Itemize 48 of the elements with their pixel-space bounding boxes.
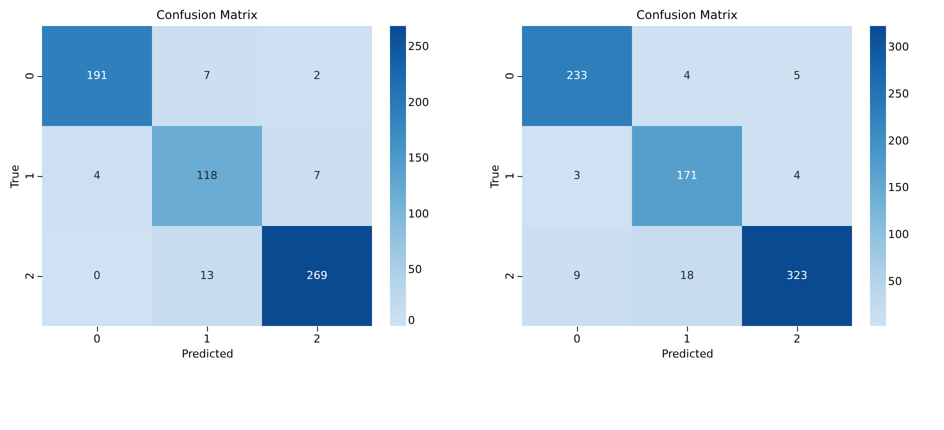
y-tick-label: 0: [24, 72, 36, 80]
x-axis-title: Predicted: [662, 348, 714, 360]
data-label: 171: [676, 169, 698, 182]
data-label: 13: [200, 269, 214, 282]
y-axis-title: True: [8, 164, 22, 190]
data-label: 0: [94, 269, 100, 282]
data-label: 323: [786, 269, 808, 282]
y-axis-title: True: [488, 164, 502, 190]
data-label: 4: [794, 169, 800, 182]
color-bar-label: 200: [408, 96, 429, 109]
data-label: 118: [196, 169, 218, 182]
color-bar-label: 250: [408, 40, 429, 54]
color-bar-label: 50: [888, 274, 902, 288]
color-bar-label: 100: [888, 228, 909, 242]
data-label: 4: [684, 69, 690, 82]
y-tick-label: 2: [24, 272, 36, 280]
data-label: 7: [314, 169, 320, 182]
chart-title: Confusion Matrix: [156, 8, 258, 22]
x-axis-title: Predicted: [182, 348, 234, 360]
data-label: 269: [306, 269, 328, 282]
x-tick-label: 2: [314, 332, 320, 346]
color-bar-label: 50: [408, 263, 422, 276]
y-tick-label: 2: [504, 272, 516, 280]
data-label: 7: [204, 69, 210, 82]
data-label: 3: [574, 169, 580, 182]
color-bar-label: 100: [408, 207, 429, 220]
y-tick-label: 1: [24, 172, 36, 180]
color-bar-label: 150: [408, 152, 429, 165]
x-tick-label: 0: [574, 332, 580, 346]
color-bar-label: 0: [408, 314, 415, 327]
data-label: 191: [86, 69, 108, 82]
data-label: 2: [314, 69, 320, 82]
data-label: 233: [566, 69, 588, 82]
x-tick-label: 1: [684, 332, 690, 346]
data-label: 4: [94, 169, 100, 182]
color-bar-label: 150: [888, 181, 909, 194]
y-tick-label: 1: [504, 172, 516, 180]
data-label: 9: [574, 269, 580, 282]
data-label: 5: [794, 69, 800, 82]
chart-title: Confusion Matrix: [636, 8, 738, 22]
color-bar-label: 300: [888, 40, 909, 54]
x-tick-label: 1: [204, 332, 210, 346]
color-bar-label: 250: [888, 87, 909, 100]
x-tick-label: 2: [794, 332, 800, 346]
x-tick-label: 0: [94, 332, 100, 346]
data-label: 18: [680, 269, 694, 282]
color-bar-label: 200: [888, 134, 909, 148]
y-tick-label: 0: [504, 72, 516, 80]
